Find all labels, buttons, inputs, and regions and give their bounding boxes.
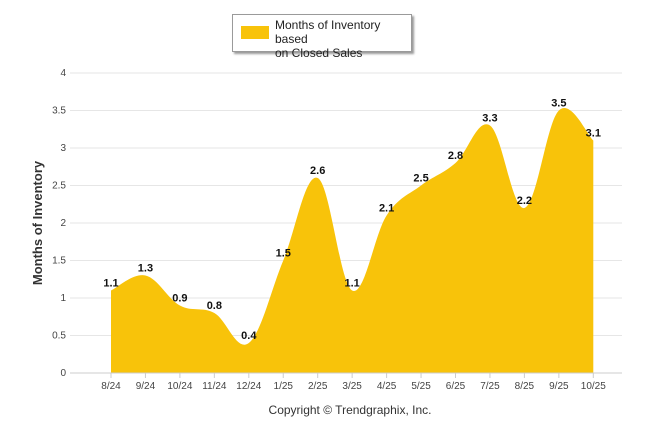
x-tick-label: 9/24 bbox=[136, 381, 156, 392]
legend[interactable]: Months of Inventory based on Closed Sale… bbox=[232, 14, 412, 60]
data-label: 0.9 bbox=[172, 293, 187, 305]
area-series bbox=[111, 108, 594, 373]
x-tick-label: 8/24 bbox=[101, 381, 121, 392]
data-label: 1.5 bbox=[276, 248, 291, 260]
x-tick-label: 10/24 bbox=[167, 381, 192, 392]
x-tick-label: 3/25 bbox=[342, 381, 362, 392]
y-tick-label: 4 bbox=[60, 68, 66, 79]
data-label: 3.1 bbox=[586, 128, 601, 140]
x-tick-label: 9/25 bbox=[549, 381, 569, 392]
data-label: 0.8 bbox=[207, 300, 222, 312]
x-tick-label: 1/25 bbox=[274, 381, 294, 392]
data-labels: 1.1 1.3 0.9 0.8 0.4 1.5 2.6 1.1 2.1 2.5 2.8 3.3 2.2 3… bbox=[103, 98, 601, 343]
x-tick-label: 6/25 bbox=[446, 381, 466, 392]
y-axis: 0 0.5 1 1.5 2 2.5 3 3.5 4 bbox=[52, 68, 622, 379]
x-tick-label: 10/25 bbox=[581, 381, 606, 392]
data-label: 3.3 bbox=[482, 113, 497, 125]
y-tick-label: 2.5 bbox=[52, 181, 66, 192]
x-tick-label: 11/24 bbox=[202, 381, 227, 392]
legend-label-line2: on Closed Sales bbox=[275, 46, 363, 60]
y-tick-label: 2 bbox=[60, 218, 66, 229]
data-label: 0.4 bbox=[241, 330, 257, 342]
x-axis: 8/24 9/24 10/24 11/24 12/24 1/25 2/25 3/25 4/25 5… bbox=[101, 373, 606, 392]
legend-label-line1: Months of Inventory based bbox=[275, 18, 381, 46]
area-fill bbox=[111, 108, 594, 373]
data-label: 1.1 bbox=[103, 278, 118, 290]
y-axis-title: Months of Inventory bbox=[30, 160, 45, 285]
x-tick-label: 7/25 bbox=[480, 381, 500, 392]
y-tick-label: 0.5 bbox=[52, 331, 66, 342]
data-label: 3.5 bbox=[551, 98, 566, 110]
x-tick-label: 5/25 bbox=[411, 381, 431, 392]
y-tick-label: 1.5 bbox=[52, 256, 66, 267]
y-tick-label: 0 bbox=[60, 368, 66, 379]
x-tick-label: 12/24 bbox=[236, 381, 261, 392]
y-tick-label: 3 bbox=[60, 143, 66, 154]
data-label: 1.1 bbox=[345, 278, 360, 290]
data-label: 2.8 bbox=[448, 150, 463, 162]
x-tick-label: 8/25 bbox=[515, 381, 535, 392]
legend-swatch bbox=[241, 26, 269, 39]
data-label: 1.3 bbox=[138, 263, 153, 275]
data-label: 2.2 bbox=[517, 195, 532, 207]
x-tick-label: 4/25 bbox=[377, 381, 397, 392]
legend-label: Months of Inventory based on Closed Sale… bbox=[275, 18, 405, 60]
y-tick-label: 3.5 bbox=[52, 106, 66, 117]
data-label: 2.5 bbox=[413, 173, 428, 185]
data-label: 2.6 bbox=[310, 165, 325, 177]
y-tick-label: 1 bbox=[60, 293, 66, 304]
data-label: 2.1 bbox=[379, 203, 394, 215]
copyright-footer: Copyright © Trendgraphix, Inc. bbox=[268, 403, 432, 417]
x-tick-label: 2/25 bbox=[308, 381, 328, 392]
